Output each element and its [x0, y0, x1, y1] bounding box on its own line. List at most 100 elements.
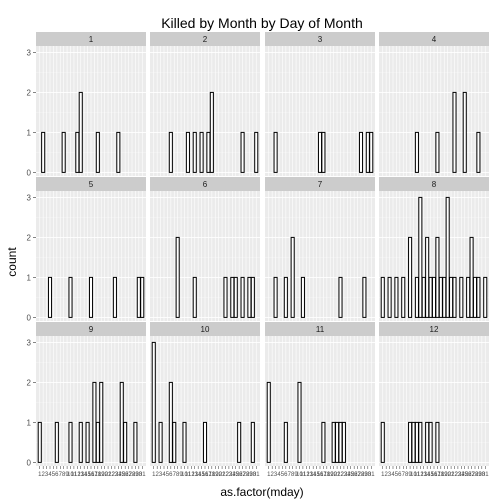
bar-day-3 [387, 276, 392, 318]
bar-day-3 [273, 276, 278, 318]
y-tick-label: 0 [27, 458, 32, 467]
x-tick-label: 30 [249, 472, 256, 478]
x-tick-label: 2 [385, 472, 389, 478]
x-tick-label: 18 [437, 472, 444, 478]
x-tick-label: 1 [38, 472, 42, 478]
bar-day-8 [61, 131, 66, 173]
facet-strip [150, 177, 260, 191]
x-tick-label: 11 [185, 472, 192, 478]
bar-day-17 [435, 131, 440, 173]
x-tick-label: 14 [424, 472, 431, 478]
bar-day-5 [394, 276, 399, 318]
x-tick-label: 9 [408, 472, 412, 478]
y-tick-label: 1 [27, 273, 32, 282]
bar-day-19 [99, 381, 104, 463]
y-tick-label: 0 [27, 313, 32, 322]
x-tick-label: 5 [395, 472, 399, 478]
x-tick-label: 11 [300, 472, 307, 478]
x-tick-label: 16 [202, 472, 209, 478]
x-tick-label: 12 [188, 472, 195, 478]
x-tick-label: 4 [391, 472, 395, 478]
bar-day-23 [341, 421, 346, 463]
bar-day-3 [273, 131, 278, 173]
bar-day-4 [47, 276, 53, 318]
x-tick-label: 15 [84, 472, 91, 478]
x-tick-label: 10 [296, 472, 303, 478]
x-tick-label: 21 [448, 472, 455, 478]
bar-day-17 [92, 381, 97, 463]
x-tick-label: 4 [162, 472, 166, 478]
x-tick-label: 23 [226, 472, 233, 478]
facet-panel-month-8: 8 [379, 177, 489, 321]
x-tick-label: 31 [368, 472, 375, 478]
bar-day-7 [172, 421, 177, 463]
bar-day-25 [462, 91, 467, 173]
y-tick-label: 2 [27, 233, 32, 242]
x-tick-label: 6 [55, 472, 59, 478]
x-tick-label: 16 [88, 472, 95, 478]
bar-day-19 [442, 276, 447, 318]
x-tick-label: 20 [101, 472, 108, 478]
bar-day-7 [401, 276, 406, 318]
bar-day-15 [85, 421, 90, 463]
bar-day-9 [408, 236, 413, 318]
bar-day-17 [321, 131, 326, 173]
x-tick-label: 10 [410, 472, 417, 478]
facet-strip-label: 2 [203, 35, 208, 44]
bar-day-13 [78, 421, 83, 463]
bar-day-28 [358, 131, 364, 173]
bar-day-6 [283, 421, 288, 463]
bar-day-6 [283, 276, 288, 318]
x-tick-label: 31 [253, 472, 260, 478]
facet-panel-month-10: 101 2 3 4 5 6 7 8 910111213141516171819202122232… [150, 322, 260, 478]
bar-day-27 [240, 131, 245, 173]
bar-day-15 [428, 421, 433, 463]
x-tick-label: 7 [173, 472, 177, 478]
x-tick-label: 19 [327, 472, 334, 478]
facet-strip [150, 322, 260, 336]
x-tick-label: 11 [71, 472, 78, 478]
x-tick-label: 12 [74, 472, 81, 478]
x-tick-label: 26 [122, 472, 129, 478]
x-tick-label: 10 [181, 472, 188, 478]
facet-strip-label: 11 [316, 325, 325, 334]
x-tick-label: 7 [288, 472, 292, 478]
bar-day-13 [192, 131, 197, 173]
x-tick-label: 7 [402, 472, 406, 478]
bar-day-25 [119, 381, 124, 463]
x-tick-label: 23 [341, 472, 348, 478]
bar-day-10 [68, 276, 73, 318]
x-tick-label: 12 [303, 472, 310, 478]
facet-strip [379, 32, 489, 46]
bar-day-25 [233, 276, 238, 318]
bar-day-16 [88, 276, 94, 318]
facet-strip [36, 177, 146, 191]
x-tick-label: 24 [344, 472, 351, 478]
x-tick-label: 25 [461, 472, 468, 478]
x-tick-label: 14 [195, 472, 202, 478]
bar-day-9 [408, 421, 413, 463]
x-tick-label: 15 [198, 472, 205, 478]
x-tick-label: 8 [62, 472, 66, 478]
bar-day-27 [240, 276, 245, 318]
x-tick-label: 27 [239, 472, 246, 478]
x-tick-label: 17 [91, 472, 98, 478]
bar-day-2 [41, 131, 46, 173]
bar-day-1 [380, 421, 385, 463]
x-tick-label: 25 [232, 472, 239, 478]
bar-day-10 [297, 381, 302, 463]
bar-day-11 [414, 421, 419, 463]
x-tick-label: 24 [458, 472, 465, 478]
bar-day-18 [95, 421, 100, 463]
bar-day-17 [206, 131, 211, 173]
x-tick-label: 3 [388, 472, 392, 478]
x-tick-label: 14 [310, 472, 317, 478]
x-tick-label: 13 [191, 472, 198, 478]
x-tick-label: 30 [135, 472, 142, 478]
facet-strip [379, 177, 489, 191]
bar-day-31 [369, 131, 374, 173]
x-tick-label: 20 [330, 472, 337, 478]
x-tick-label: 25 [118, 472, 125, 478]
bar-day-22 [452, 276, 457, 318]
